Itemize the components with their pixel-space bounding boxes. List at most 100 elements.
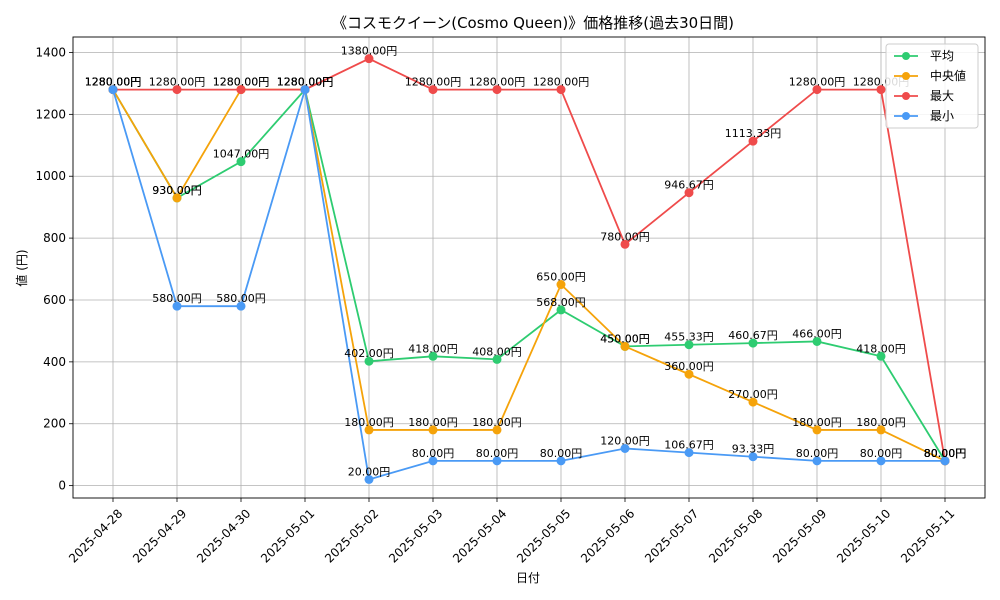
data-label-0: 1280.00円 <box>277 76 334 89</box>
x-tick-label: 2025-05-07 <box>642 506 701 565</box>
data-label-0: 450.00円 <box>600 332 650 345</box>
data-label-0: 418.00円 <box>856 342 906 355</box>
legend-box <box>885 43 979 129</box>
series-point-1 <box>620 341 630 351</box>
y-tick-label: 1400 <box>35 45 66 59</box>
x-tick-label: 2025-04-29 <box>130 506 189 565</box>
legend-marker <box>902 72 910 80</box>
series-line-1 <box>112 88 946 462</box>
series-layer <box>108 54 950 484</box>
series-point-1 <box>748 397 758 407</box>
y-tick-label: 600 <box>43 293 66 307</box>
series-point-0 <box>748 338 758 348</box>
x-tick-label: 2025-05-09 <box>770 506 829 565</box>
data-label-3: 120.00円 <box>600 434 650 447</box>
data-label-0: 1047.00円 <box>213 148 270 161</box>
x-tick-label: 2025-05-04 <box>450 506 509 565</box>
data-label-3: 80.00円 <box>540 447 583 460</box>
x-tick-label: 2025-05-05 <box>514 506 573 565</box>
series-point-1 <box>428 425 438 435</box>
data-label-1: 930.00円 <box>152 184 202 197</box>
data-label-3: 1280.00円 <box>277 76 334 89</box>
data-label-3: 106.67円 <box>664 439 714 452</box>
series-point-0 <box>684 340 694 350</box>
series-line-3 <box>112 89 945 481</box>
data-label-3: 80.00円 <box>924 447 967 460</box>
data-label-1: 180.00円 <box>344 416 394 429</box>
data-label-2: 1380.00円 <box>341 45 398 58</box>
x-tick-label: 2025-05-01 <box>258 506 317 565</box>
series-point-3 <box>620 443 630 453</box>
y-tick-label: 800 <box>43 231 66 245</box>
data-label-1: 80.00円 <box>924 447 967 460</box>
legend-label: 最小 <box>930 109 954 123</box>
data-label-2: 1280.00円 <box>85 76 142 89</box>
series-point-1 <box>812 425 822 435</box>
data-label-0: 1280.00円 <box>85 76 142 89</box>
data-label-0: 80.00円 <box>924 447 967 460</box>
data-label-0: 930.00円 <box>152 184 202 197</box>
x-tick-label: 2025-05-03 <box>386 506 445 565</box>
series-point-3 <box>300 85 310 95</box>
data-label-1: 450.00円 <box>600 332 650 345</box>
data-label-3: 80.00円 <box>860 447 903 460</box>
y-tick-label: 1200 <box>35 107 66 121</box>
data-label-0: 466.00円 <box>792 327 842 340</box>
series-point-3 <box>492 456 502 466</box>
x-tick-label: 2025-05-11 <box>898 506 957 565</box>
y-tick-label: 0 <box>58 479 66 493</box>
series-point-0 <box>428 351 438 361</box>
series-point-3 <box>812 456 822 466</box>
series-point-0 <box>556 305 566 315</box>
data-label-2: 1280.00円 <box>213 76 270 89</box>
series-point-2 <box>748 136 758 146</box>
legend-marker <box>902 92 910 100</box>
series-point-2 <box>428 85 438 95</box>
legend-label: 平均 <box>930 49 954 63</box>
data-label-1: 1280.00円 <box>85 76 142 89</box>
data-label-3: 580.00円 <box>216 292 266 305</box>
data-label-3: 80.00円 <box>796 447 839 460</box>
legend-label: 中央値 <box>930 68 966 83</box>
series-point-1 <box>364 425 374 435</box>
series-point-2 <box>812 85 822 95</box>
series-point-1 <box>876 425 886 435</box>
series-line-2 <box>113 57 946 462</box>
series-point-3 <box>236 301 246 311</box>
series-point-3 <box>940 456 950 466</box>
data-label-3: 580.00円 <box>152 292 202 305</box>
data-labels: 1280.00円 930.00円 1047.00円 1280.00円 402.00円 41… <box>85 45 967 479</box>
y-tick-label: 400 <box>43 355 66 369</box>
plot-frame <box>72 36 986 499</box>
legend-label: 最大 <box>930 89 954 103</box>
y-axis-label: 値 (円) <box>14 249 29 286</box>
series-point-3 <box>748 452 758 462</box>
y-tick-label: 1000 <box>35 169 66 183</box>
x-tick-label: 2025-05-02 <box>322 506 381 565</box>
data-label-1: 180.00円 <box>792 416 842 429</box>
series-point-2 <box>172 85 182 95</box>
data-label-2: 1280.00円 <box>469 76 526 89</box>
series-point-2 <box>876 85 886 95</box>
data-label-2: 1280.00円 <box>405 76 462 89</box>
x-tick-label: 2025-05-08 <box>706 506 765 565</box>
series-point-1 <box>684 369 694 379</box>
x-tick-label: 2025-04-28 <box>66 506 125 565</box>
series-point-1 <box>492 425 502 435</box>
series-line-0 <box>112 87 946 462</box>
series-point-2 <box>620 239 630 249</box>
data-label-1: 1280.00円 <box>213 76 270 89</box>
series-point-3 <box>684 448 694 458</box>
data-label-2: 946.67円 <box>664 179 714 192</box>
data-label-2: 1280.00円 <box>789 76 846 89</box>
data-label-1: 180.00円 <box>408 416 458 429</box>
series-point-0 <box>812 336 822 346</box>
series-point-0 <box>236 157 246 167</box>
data-label-0: 455.33円 <box>664 331 714 344</box>
series-point-2 <box>556 85 566 95</box>
data-label-2: 1113.33円 <box>725 127 782 140</box>
data-label-1: 270.00円 <box>728 388 778 401</box>
